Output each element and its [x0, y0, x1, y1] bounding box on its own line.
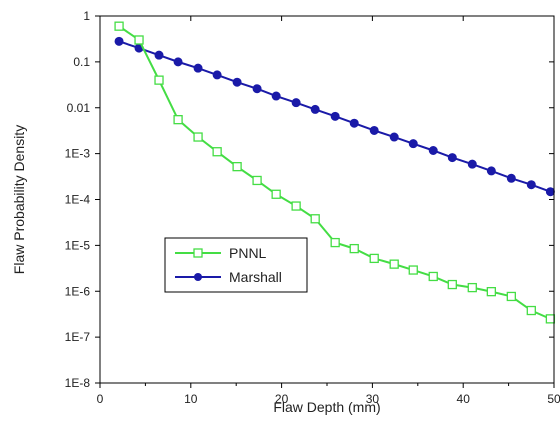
data-point-pnnl [447, 279, 457, 290]
data-point-pnnl [212, 147, 222, 157]
x-tick-label: 40 [457, 392, 471, 406]
data-point-pnnl [173, 115, 183, 125]
y-tick-label: 1E-4 [65, 193, 91, 207]
data-point-pnnl [310, 214, 320, 224]
data-point-pnnl [154, 75, 164, 85]
data-point-pnnl [506, 291, 516, 302]
plot-area [114, 21, 556, 324]
data-point-marshall [330, 111, 340, 121]
data-point-marshall [506, 173, 516, 183]
x-axis-label: Flaw Depth (mm) [273, 399, 380, 415]
data-point-pnnl [134, 35, 144, 45]
legend-label-marshall: Marshall [229, 269, 282, 285]
y-tick-label: 1E-3 [65, 147, 91, 161]
data-point-marshall [447, 153, 457, 163]
y-tick-label: 1E-7 [65, 330, 91, 344]
data-point-marshall [212, 70, 222, 80]
x-tick-label: 30 [366, 392, 380, 406]
legend: PNNL Marshall [164, 237, 308, 293]
axes: 0 10 20 30 40 50 1 0.1 0.01 1E-3 1E-4 1E-5 1E-6 1E-7 1… [11, 9, 560, 415]
data-point-marshall [428, 145, 438, 155]
data-point-pnnl [271, 189, 281, 199]
data-point-pnnl [369, 253, 379, 264]
y-axis-label: Flaw Probability Density [11, 125, 27, 274]
data-point-marshall [173, 57, 183, 67]
data-point-marshall [545, 187, 555, 197]
legend-marker-pnnl [193, 248, 203, 258]
legend-box [164, 237, 308, 293]
y-tick-label: 1E-8 [65, 376, 91, 390]
data-point-pnnl [232, 162, 242, 172]
data-point-pnnl [252, 175, 262, 186]
data-point-pnnl [291, 201, 301, 211]
data-point-pnnl [428, 271, 438, 282]
data-point-marshall [526, 180, 536, 190]
data-point-marshall [193, 63, 203, 73]
data-point-pnnl [545, 314, 556, 324]
data-point-marshall [252, 84, 262, 94]
data-point-marshall [310, 104, 320, 114]
legend-label-pnnl: PNNL [229, 245, 267, 261]
data-point-pnnl [526, 305, 536, 316]
y-tick-label: 0.01 [67, 101, 91, 115]
data-point-marshall [349, 118, 359, 128]
legend-marker-marshall [194, 273, 202, 281]
data-point-pnnl [486, 287, 496, 297]
x-tick-label: 20 [275, 392, 289, 406]
data-point-pnnl [467, 282, 477, 293]
data-point-marshall [389, 132, 399, 142]
data-point-pnnl [330, 237, 340, 248]
y-tick-label: 0.1 [73, 55, 90, 69]
data-point-marshall [467, 159, 477, 169]
data-point-marshall [408, 139, 418, 149]
data-point-marshall [486, 166, 496, 176]
data-point-pnnl [408, 265, 418, 275]
y-tick-label: 1 [83, 9, 90, 23]
y-tick-label: 1E-6 [65, 284, 91, 298]
data-point-pnnl [193, 132, 203, 142]
data-point-marshall [369, 125, 379, 135]
x-tick-label: 50 [547, 392, 560, 406]
data-point-marshall [291, 98, 301, 108]
x-tick-label: 0 [97, 392, 104, 406]
data-point-marshall [271, 91, 281, 101]
data-point-pnnl [389, 259, 399, 269]
data-point-pnnl [114, 21, 124, 31]
data-point-pnnl [349, 243, 359, 254]
data-point-marshall [114, 36, 124, 46]
plot-frame [99, 15, 555, 384]
x-tick-label: 10 [184, 392, 198, 406]
data-point-marshall [232, 77, 242, 87]
data-point-marshall [154, 50, 164, 60]
y-tick-label: 1E-5 [65, 238, 91, 252]
